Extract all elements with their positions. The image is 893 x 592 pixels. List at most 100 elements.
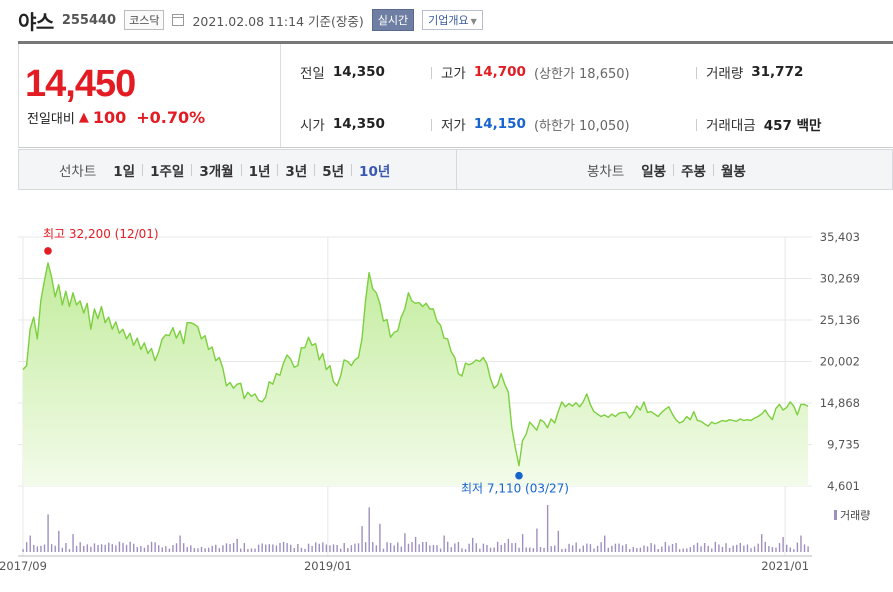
tab-5y[interactable]: 5년 (322, 163, 345, 180)
volume-bar (397, 542, 399, 552)
volume-bar (232, 542, 235, 552)
y-tick-label: 25,136 (820, 313, 860, 327)
volume-bar (336, 544, 338, 552)
low-annotation: 최저 7,110 (03/27) (461, 482, 569, 496)
tab-1d[interactable]: 1일 (113, 163, 136, 180)
volume-bar (718, 544, 720, 552)
volume-bar (493, 547, 495, 552)
volume-bar (111, 544, 114, 552)
volume-bar (771, 547, 774, 552)
volume-bar (261, 543, 263, 552)
volume-bar (607, 547, 609, 552)
volume-chart: 거래량 (22, 505, 870, 552)
volume-bar (425, 541, 428, 552)
volume-bar (711, 548, 713, 552)
y-tick-label: 35,403 (820, 230, 860, 244)
volume-bar (86, 544, 89, 552)
volume-bar (703, 543, 706, 552)
volume-bar (379, 523, 381, 552)
volume-bar (471, 537, 474, 552)
volume-bar (304, 548, 306, 552)
volume-bar (236, 538, 238, 552)
volume-bar (108, 542, 110, 552)
volume-bar (693, 545, 695, 552)
volume-bar (125, 544, 128, 552)
volume-bar (521, 534, 524, 552)
volume-bar (186, 547, 188, 552)
volume-bar (686, 548, 688, 552)
volume-label: 거래량 (706, 66, 744, 82)
volume-bar (165, 546, 167, 552)
volume-bar (339, 548, 342, 552)
volume-bar (36, 546, 39, 552)
volume-bar (707, 545, 709, 552)
volume-bar (118, 541, 121, 552)
volume-bar (257, 544, 260, 552)
volume-bar (83, 545, 85, 552)
volume-bar (586, 543, 588, 552)
volume-bar (58, 530, 60, 552)
volume-bar (661, 546, 663, 552)
tab-1w[interactable]: 1주일 (150, 163, 185, 180)
volume-bar (172, 545, 174, 552)
realtime-button[interactable]: 실시간 (371, 9, 415, 31)
low-stat: 저가 14,150 (하한가 10,050) (441, 114, 630, 134)
tab-3y[interactable]: 3년 (285, 163, 308, 180)
up-arrow-icon: ▲ (78, 110, 89, 125)
calendar-icon (172, 14, 185, 26)
tab-10y[interactable]: 10년 (359, 163, 391, 180)
volume-bar (322, 542, 324, 552)
volume-bar (525, 547, 527, 552)
tab-monthly[interactable]: 월봉 (720, 163, 746, 180)
volume-bar (350, 545, 353, 552)
volume-bar (411, 542, 413, 552)
y-tick-label: 30,269 (820, 272, 860, 286)
tab-1y[interactable]: 1년 (248, 163, 271, 180)
change-label: 전일대비 (27, 112, 75, 127)
high-value: 14,700 (473, 64, 526, 80)
change-percent: +0.70% (136, 108, 206, 127)
timestamp: 2021.02.08 11:14 기준(장중) (192, 13, 364, 29)
volume-bar (507, 538, 510, 552)
volume-bar (454, 543, 456, 552)
tab-weekly[interactable]: 주봉 (681, 163, 706, 180)
volume-bar (25, 542, 28, 552)
volume-bar (354, 543, 356, 552)
volume-bar (625, 544, 627, 552)
volume-bar (268, 544, 271, 552)
y-tick-label: 4,601 (827, 479, 860, 493)
high-marker (44, 247, 52, 255)
volume-bar (582, 545, 585, 552)
volume-bar (61, 547, 64, 552)
volume-bar (393, 545, 395, 552)
volume-bar (568, 543, 570, 552)
volume-bar (414, 536, 417, 552)
volume-bar (554, 545, 556, 552)
volume-bar (632, 547, 634, 552)
tab-separator (314, 163, 316, 176)
volume-bar (457, 541, 460, 552)
tab-daily[interactable]: 일봉 (641, 163, 667, 180)
volume-bar (782, 536, 784, 552)
volume-bar (600, 542, 602, 552)
volume-bar (240, 548, 242, 552)
volume-bar (785, 544, 788, 552)
volume-bar (479, 548, 481, 552)
chevron-down-icon: ▼ (470, 17, 477, 26)
amount-stat: 거래대금 457 백만 (706, 114, 821, 134)
company-overview-dropdown[interactable]: 기업개요 ▼ (422, 10, 483, 30)
volume-bar (100, 544, 103, 552)
volume-bar (318, 543, 320, 552)
volume-bar (764, 541, 766, 552)
tab-3m[interactable]: 3개월 (199, 163, 234, 180)
volume-bar (489, 547, 492, 552)
stock-header: 야스 255440 코스닥 2021.02.08 11:14 기준(장중) 실시… (18, 4, 483, 36)
volume-bar (33, 544, 35, 552)
price-line (22, 262, 809, 467)
stat-separator (431, 67, 432, 79)
volume-bar (133, 543, 135, 552)
volume-bar (347, 548, 349, 552)
volume-bar (529, 547, 531, 552)
y-tick-label: 20,002 (820, 355, 860, 369)
